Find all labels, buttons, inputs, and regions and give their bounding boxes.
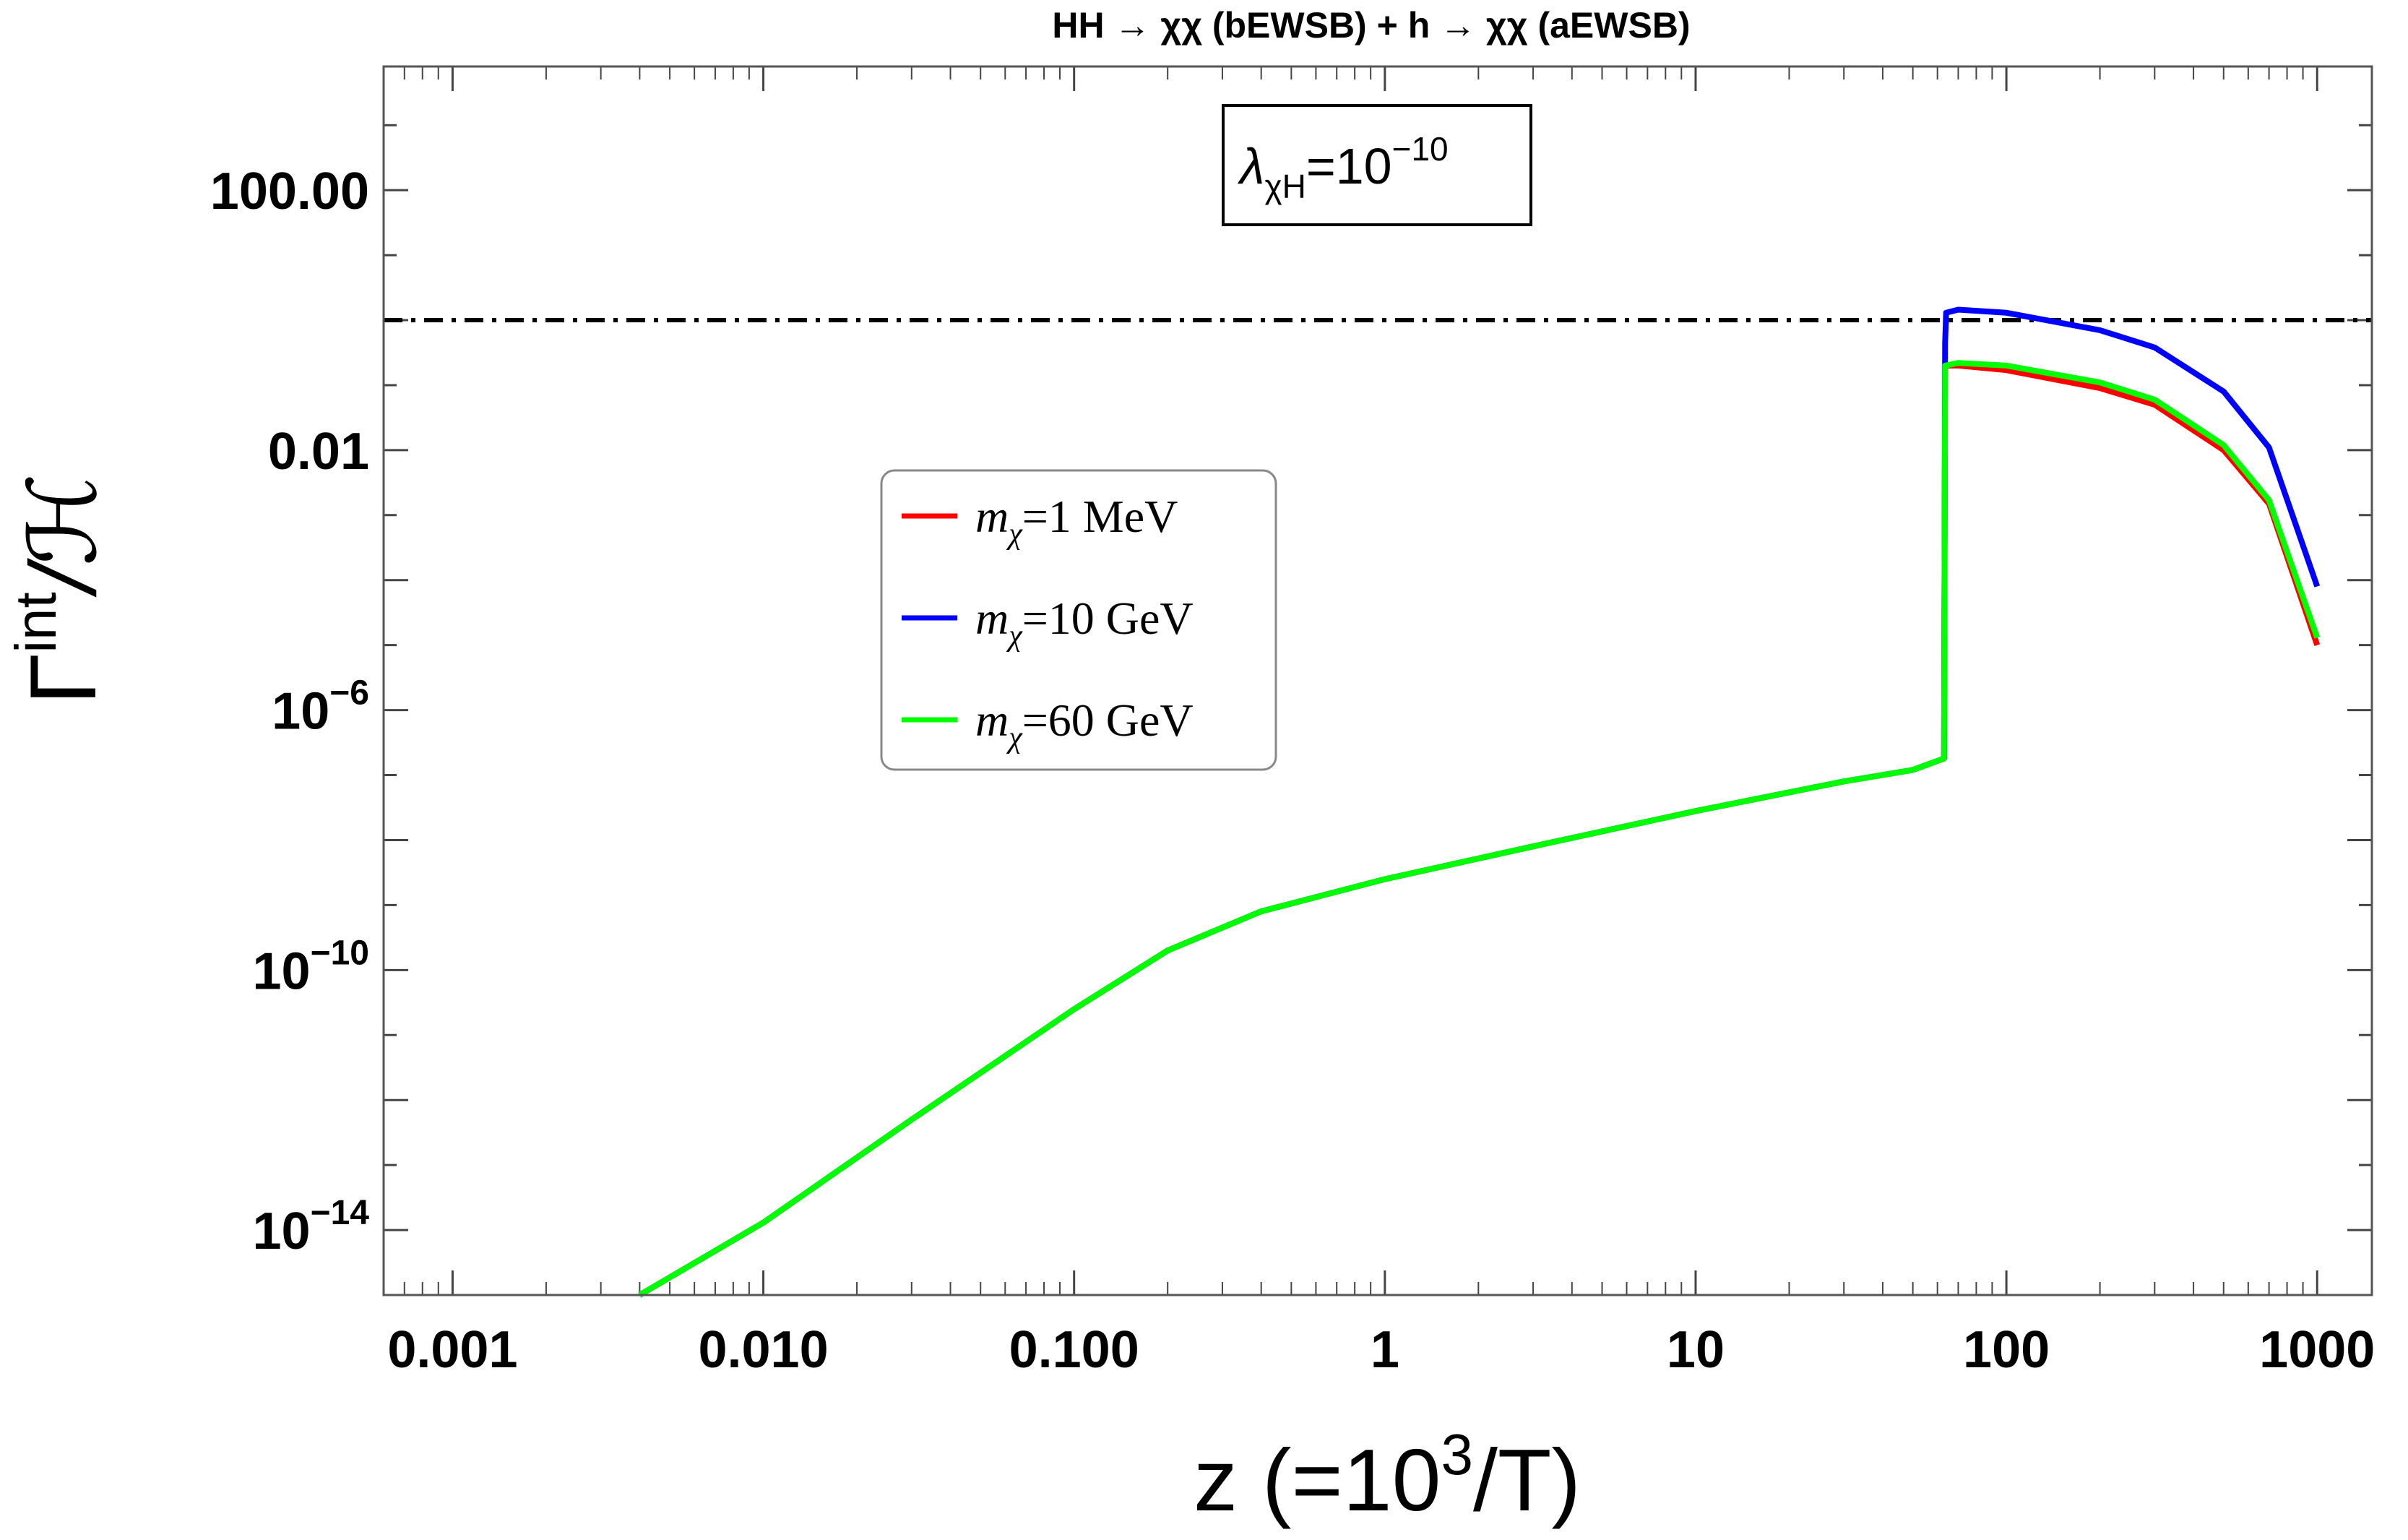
annotation-box: λχH=10−10: [1222, 104, 1532, 226]
legend-label-1mev: mχ=1 MeV: [975, 491, 1178, 551]
x-axis-label-sup: 3: [1441, 1422, 1473, 1487]
plot-frame: [382, 65, 2373, 1296]
x-tick-label: 0.001: [387, 1321, 517, 1379]
y-axis-label-tail: /ℋ: [10, 473, 116, 598]
series-line-2: [638, 360, 2321, 1298]
x-tick-label: 1000: [2259, 1321, 2375, 1379]
x-tick-labels: 0.001 0.010 0.100 1 10 100 1000: [387, 1321, 2375, 1379]
legend: mχ=1 MeV mχ=10 GeV mχ=60 GeV: [880, 469, 1277, 771]
annotation-sup: −10: [1392, 130, 1449, 168]
y-axis-label: Γint/ℋ: [4, 473, 116, 705]
legend-box: [880, 469, 1277, 771]
series-layer: [638, 306, 2321, 1298]
x-tick-label: 0.010: [698, 1321, 828, 1379]
y-axis-label-sup: int: [4, 592, 68, 653]
legend-label-60gev: mχ=60 GeV: [975, 694, 1194, 754]
y-tick-label: 0.01: [268, 423, 369, 481]
x-tick-label: 10: [1667, 1321, 1725, 1379]
x-tick-label: 0.100: [1009, 1321, 1139, 1379]
annotation-text: λχH=10−10: [1237, 130, 1449, 205]
x-axis-label-base: z (=10: [1194, 1431, 1441, 1529]
legend-label-10gev: mχ=10 GeV: [975, 593, 1194, 653]
y-axis-label-base: Γ: [10, 653, 116, 705]
ticks-layer: [383, 66, 2372, 1296]
x-tick-label: 100: [1963, 1321, 2050, 1379]
x-tick-label: 1: [1371, 1321, 1399, 1379]
x-axis-label: z (=103/T): [1194, 1422, 1581, 1529]
y-tick-label: 10−14: [252, 1194, 369, 1260]
y-tick-labels: 10−14 10−10 10−6 0.01 100.00: [210, 163, 370, 1260]
annotation-base: λ: [1237, 138, 1264, 194]
x-axis-label-tail: /T): [1473, 1431, 1581, 1529]
y-tick-label: 10−10: [252, 934, 369, 1000]
annotation-mid: =10: [1306, 138, 1392, 194]
series-line-1: [638, 306, 2321, 1298]
y-tick-label: 100.00: [210, 163, 369, 220]
chart-title: HH → χχ (bEWSB) + h → χχ (aEWSB): [1052, 5, 1690, 46]
annotation-sub: χH: [1264, 168, 1306, 205]
y-tick-label: 10−6: [272, 674, 369, 741]
